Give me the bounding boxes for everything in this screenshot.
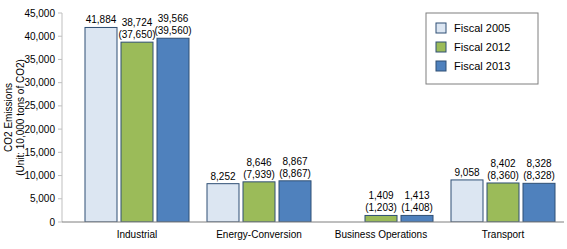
bar [243,182,275,222]
y-tick [58,152,62,153]
y-tick [58,13,62,14]
parenthesized-data-label: (8,328) [523,170,555,181]
bar [157,38,189,222]
y-tick [58,82,62,83]
y-axis-line [62,13,63,222]
y-tick-label: 35,000 [24,54,55,65]
legend-swatch [436,42,446,52]
legend-box [426,13,538,84]
parenthesized-data-label: (7,939) [243,169,275,180]
data-label: 1,413 [404,190,429,201]
legend-label: Fiscal 2005 [454,22,510,34]
y-tick-label: 10,000 [24,170,55,181]
x-tick-label: Energy-Conversion [216,229,302,240]
bar [207,184,239,222]
legend-label: Fiscal 2013 [454,60,510,72]
data-label: 8,328 [526,158,551,169]
bar [121,42,153,222]
data-label: 1,409 [368,190,393,201]
y-tick-label: 15,000 [24,147,55,158]
y-tick [58,129,62,130]
bar [365,215,397,222]
y-tick-label: 5,000 [30,193,55,204]
parenthesized-data-label: (39,560) [154,25,191,36]
parenthesized-data-label: (8,360) [487,170,519,181]
parenthesized-data-label: (8,867) [279,168,311,179]
y-tick-label: 20,000 [24,124,55,135]
y-tick-label: 30,000 [24,77,55,88]
legend-swatch [436,23,446,33]
parenthesized-data-label: (1,408) [401,202,433,213]
legend-swatch [436,61,446,71]
data-label: 8,252 [210,171,235,182]
x-tick-label: Business Operations [335,229,427,240]
data-label: 39,566 [158,13,189,24]
parenthesized-data-label: (37,650) [118,29,155,40]
x-tick-label: Transport [482,229,525,240]
y-tick [58,198,62,199]
data-label: 9,058 [454,167,479,178]
y-tick-label: 25,000 [24,100,55,111]
y-tick [58,59,62,60]
y-tick [58,175,62,176]
bar [451,180,483,222]
data-label: 38,724 [122,17,153,28]
bar [279,181,311,222]
bar [85,27,117,222]
y-tick [58,105,62,106]
legend-label: Fiscal 2012 [454,41,510,53]
y-tick [58,222,62,223]
y-tick-label: 0 [49,217,55,228]
data-label: 8,867 [282,156,307,167]
parenthesized-data-label: (1,203) [365,202,397,213]
bar [523,183,555,222]
bar [401,215,433,222]
y-tick [58,36,62,37]
x-tick-label: Industrial [117,229,158,240]
bar [487,183,519,222]
chart: 0 5,000 10,000 15,000 20,000 25,000 30,000 35,0… [0,0,567,249]
data-label: 8,646 [246,157,271,168]
data-label: 41,884 [86,14,117,25]
data-label: 8,402 [490,158,515,169]
data-labels: 41,884 8,252 9,058 (37,650)38,724 (7,939)8,6… [86,13,555,213]
y-axis: 0 5,000 10,000 15,000 20,000 25,000 30,000 35,0… [24,8,62,228]
x-axis-line [62,222,564,223]
y-tick-label: 40,000 [24,31,55,42]
y-axis-title: CO2 Emissions(Unit: 10,000 tons of CO2) [3,59,26,176]
y-tick-label: 45,000 [24,8,55,19]
legend: Fiscal 2005 Fiscal 2012 Fiscal 2013 [426,13,538,84]
